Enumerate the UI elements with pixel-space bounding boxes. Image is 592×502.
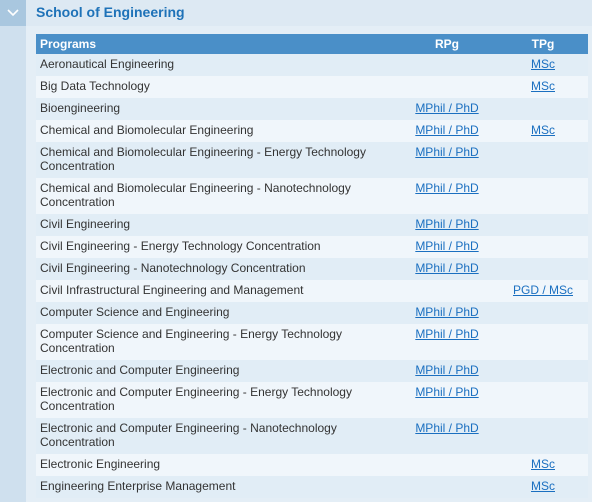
table-row: Civil Engineering - Nanotechnology Conce… [36,258,588,280]
program-name: Civil Engineering - Energy Technology Co… [36,236,396,258]
tpg-cell [498,418,588,454]
table-row: Bioengineering MPhil / PhD [36,98,588,120]
rpg-cell [396,454,498,476]
sidebar-strip [0,26,26,502]
table-row: Aeronautical Engineering MSc [36,54,588,76]
rpg-link[interactable]: MPhil / PhD [415,145,479,159]
table-row: Chemical and Biomolecular Engineering - … [36,142,588,178]
rpg-cell: MPhil / PhD [396,120,498,142]
rpg-cell: MPhil / PhD [396,382,498,418]
rpg-cell: MPhil / PhD [396,142,498,178]
tpg-cell [498,324,588,360]
program-name: Big Data Technology [36,76,396,98]
tpg-cell: MSc [498,120,588,142]
rpg-link[interactable]: MPhil / PhD [415,123,479,137]
rpg-link[interactable]: MPhil / PhD [415,217,479,231]
tpg-cell [498,302,588,324]
rpg-link[interactable]: MPhil / PhD [415,363,479,377]
program-name: Engineering Enterprise Management [36,476,396,498]
rpg-cell [396,76,498,98]
tpg-cell: MSc [498,476,588,498]
rpg-cell: MPhil / PhD [396,214,498,236]
program-name: Bioengineering [36,98,396,120]
tpg-cell: PGD / MSc [498,280,588,302]
tpg-cell [498,360,588,382]
rpg-cell: MPhil / PhD [396,324,498,360]
tpg-cell: MSc [498,54,588,76]
table-row: Big Data Technology MSc [36,76,588,98]
rpg-cell: MPhil / PhD [396,360,498,382]
tpg-cell: MSc [498,76,588,98]
table-row: Computer Science and Engineering MPhil / … [36,302,588,324]
program-name: Civil Infrastructural Engineering and Ma… [36,280,396,302]
table-row: Electronic and Computer Engineering - Na… [36,418,588,454]
tpg-cell [498,382,588,418]
tpg-link[interactable]: MSc [531,123,555,137]
tpg-cell [498,258,588,280]
rpg-cell: MPhil / PhD [396,418,498,454]
section-title: School of Engineering [36,4,185,20]
tpg-link[interactable]: MSc [531,57,555,71]
column-header-rpg: RPg [396,34,498,54]
program-name: Electronic and Computer Engineering - Na… [36,418,396,454]
table-row: Civil Engineering MPhil / PhD [36,214,588,236]
column-header-programs: Programs [36,34,396,54]
table-row: Civil Engineering - Energy Technology Co… [36,236,588,258]
column-header-tpg: TPg [498,34,588,54]
program-name: Civil Engineering - Nanotechnology Conce… [36,258,396,280]
rpg-link[interactable]: MPhil / PhD [415,327,479,341]
rpg-cell: MPhil / PhD [396,236,498,258]
table-header-row: Programs RPg TPg [36,34,588,54]
tpg-cell: MSc [498,454,588,476]
rpg-link[interactable]: MPhil / PhD [415,101,479,115]
tpg-cell [498,236,588,258]
program-name: Electronic Engineering [36,454,396,476]
rpg-link[interactable]: MPhil / PhD [415,261,479,275]
program-name: Chemical and Biomolecular Engineering [36,120,396,142]
tpg-cell [498,178,588,214]
programs-table: Programs RPg TPg Aeronautical Engineerin… [36,34,588,498]
rpg-link[interactable]: MPhil / PhD [415,239,479,253]
program-name: Aeronautical Engineering [36,54,396,76]
rpg-cell: MPhil / PhD [396,258,498,280]
tpg-cell [498,214,588,236]
programs-table-container: Programs RPg TPg Aeronautical Engineerin… [36,34,588,498]
rpg-link[interactable]: MPhil / PhD [415,305,479,319]
rpg-cell [396,280,498,302]
rpg-cell: MPhil / PhD [396,98,498,120]
rpg-cell [396,54,498,76]
rpg-cell: MPhil / PhD [396,302,498,324]
chevron-down-icon [7,9,19,17]
tpg-link[interactable]: MSc [531,79,555,93]
tpg-link[interactable]: PGD / MSc [512,283,573,297]
table-row: Civil Infrastructural Engineering and Ma… [36,280,588,302]
rpg-link[interactable]: MPhil / PhD [415,181,479,195]
tpg-link[interactable]: MSc [531,457,555,471]
table-row: Electronic Engineering MSc [36,454,588,476]
program-name: Computer Science and Engineering [36,302,396,324]
tpg-link[interactable]: MSc [531,479,555,493]
rpg-link[interactable]: MPhil / PhD [415,421,479,435]
tpg-cell [498,98,588,120]
program-name: Electronic and Computer Engineering - En… [36,382,396,418]
rpg-cell [396,476,498,498]
table-row: Computer Science and Engineering - Energ… [36,324,588,360]
program-name: Computer Science and Engineering - Energ… [36,324,396,360]
table-row: Chemical and Biomolecular Engineering MPh… [36,120,588,142]
program-name: Chemical and Biomolecular Engineering - … [36,178,396,214]
table-row: Chemical and Biomolecular Engineering - … [36,178,588,214]
program-name: Electronic and Computer Engineering [36,360,396,382]
rpg-cell: MPhil / PhD [396,178,498,214]
program-name: Civil Engineering [36,214,396,236]
table-row: Engineering Enterprise Management MSc [36,476,588,498]
table-row: Electronic and Computer Engineering - En… [36,382,588,418]
tpg-cell [498,142,588,178]
section-toggle-button[interactable] [0,0,26,26]
section-header: School of Engineering [0,0,592,26]
rpg-link[interactable]: MPhil / PhD [415,385,479,399]
table-row: Electronic and Computer Engineering MPhil… [36,360,588,382]
program-name: Chemical and Biomolecular Engineering - … [36,142,396,178]
